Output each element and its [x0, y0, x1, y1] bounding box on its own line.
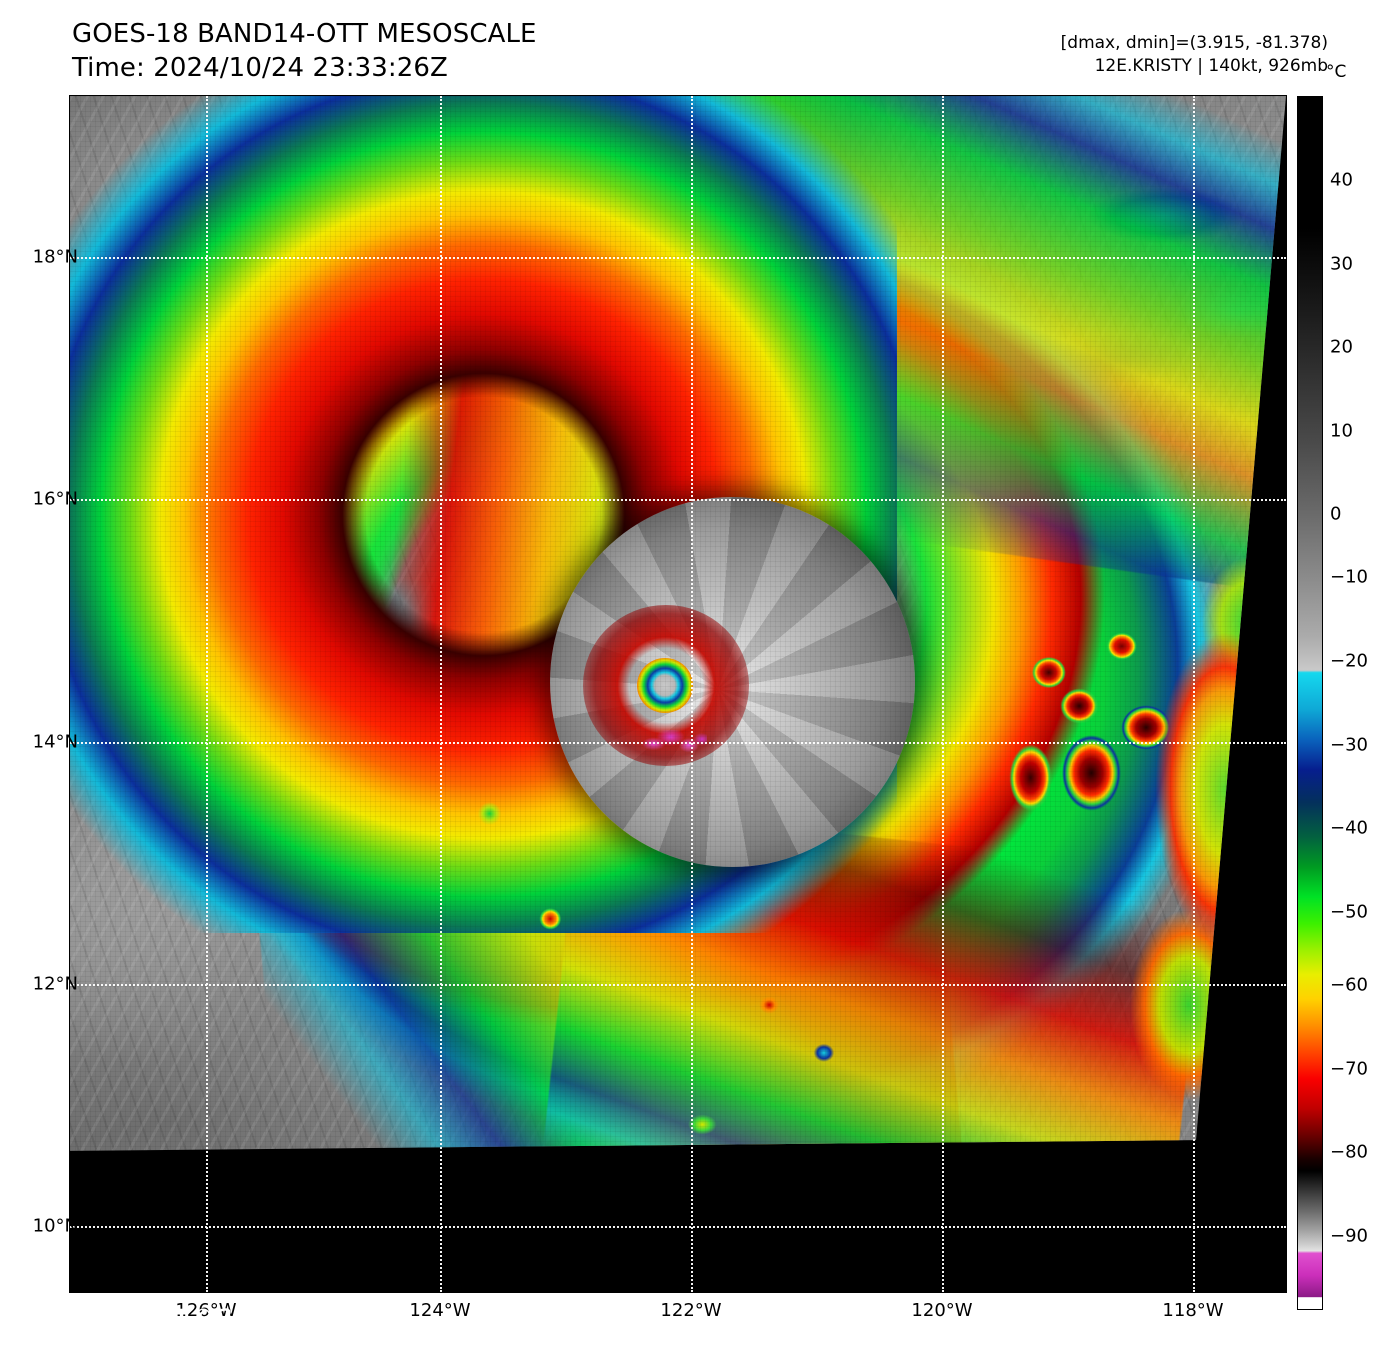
lat-tick-14n: 14°N	[32, 731, 78, 753]
colorbar-tick-n60: −60	[1330, 974, 1368, 996]
storm-eye	[636, 658, 693, 714]
lon-tick-126w: 126°W	[175, 1300, 237, 1321]
timestamp-line: Time: 2024/10/24 23:33:26Z	[72, 52, 448, 83]
copyright-label: Copyright © 2020-2024 Dapiya	[82, 1305, 414, 1327]
satellite-plot-area[interactable]	[70, 96, 1286, 1292]
colorbar-tick-10: 10	[1330, 420, 1353, 442]
lon-tick-120w: 120°W	[911, 1300, 973, 1321]
colorbar-tick-n40: −40	[1330, 817, 1368, 839]
colorbar-tick-n70: −70	[1330, 1058, 1368, 1080]
lon-tick-122w: 122°W	[660, 1300, 722, 1321]
pixel-sampling-overlay	[70, 96, 1286, 1151]
colorbar-tick-n50: −50	[1330, 901, 1368, 923]
coldest-magenta-pixels	[641, 729, 708, 753]
dmax-dmin-label: [dmax, dmin]=(3.915, -81.378)	[1060, 33, 1328, 53]
satellite-swath	[70, 96, 1286, 1151]
lat-tick-10n: 10°N	[32, 1215, 78, 1237]
storm-info-label: 12E.KRISTY | 140kt, 926mb	[1094, 55, 1328, 76]
colorbar-tick-20: 20	[1330, 336, 1353, 358]
lat-tick-18n: 18°N	[32, 246, 78, 268]
colorbar-tick-0: 0	[1330, 503, 1342, 525]
page-title: GOES-18 BAND14-OTT MESOSCALE	[72, 19, 537, 49]
lon-tick-124w: 124°W	[409, 1300, 471, 1321]
colorbar-tick-30: 30	[1330, 253, 1353, 275]
lat-tick-12n: 12°N	[32, 973, 78, 995]
colorbar-tick-n10: −10	[1330, 566, 1368, 588]
lon-tick-118w: 118°W	[1162, 1300, 1224, 1321]
colorbar-tick-n90: −90	[1330, 1225, 1368, 1247]
temperature-colorbar[interactable]	[1297, 96, 1323, 1310]
colorbar-tick-40: 40	[1330, 169, 1353, 191]
metadata-block: [dmax, dmin]=(3.915, -81.378) 12E.KRISTY…	[1061, 32, 1328, 78]
colorbar-tick-n20: −20	[1330, 650, 1368, 672]
colorbar-tick-n30: −30	[1330, 734, 1368, 756]
lat-tick-16n: 16°N	[32, 488, 78, 510]
colorbar-tick-n80: −80	[1330, 1141, 1368, 1163]
gridline-lat-10	[70, 1226, 1286, 1228]
title-block: GOES-18 BAND14-OTT MESOSCALE Time: 2024/…	[72, 18, 537, 86]
colorbar-unit-label: °C	[1326, 62, 1347, 82]
